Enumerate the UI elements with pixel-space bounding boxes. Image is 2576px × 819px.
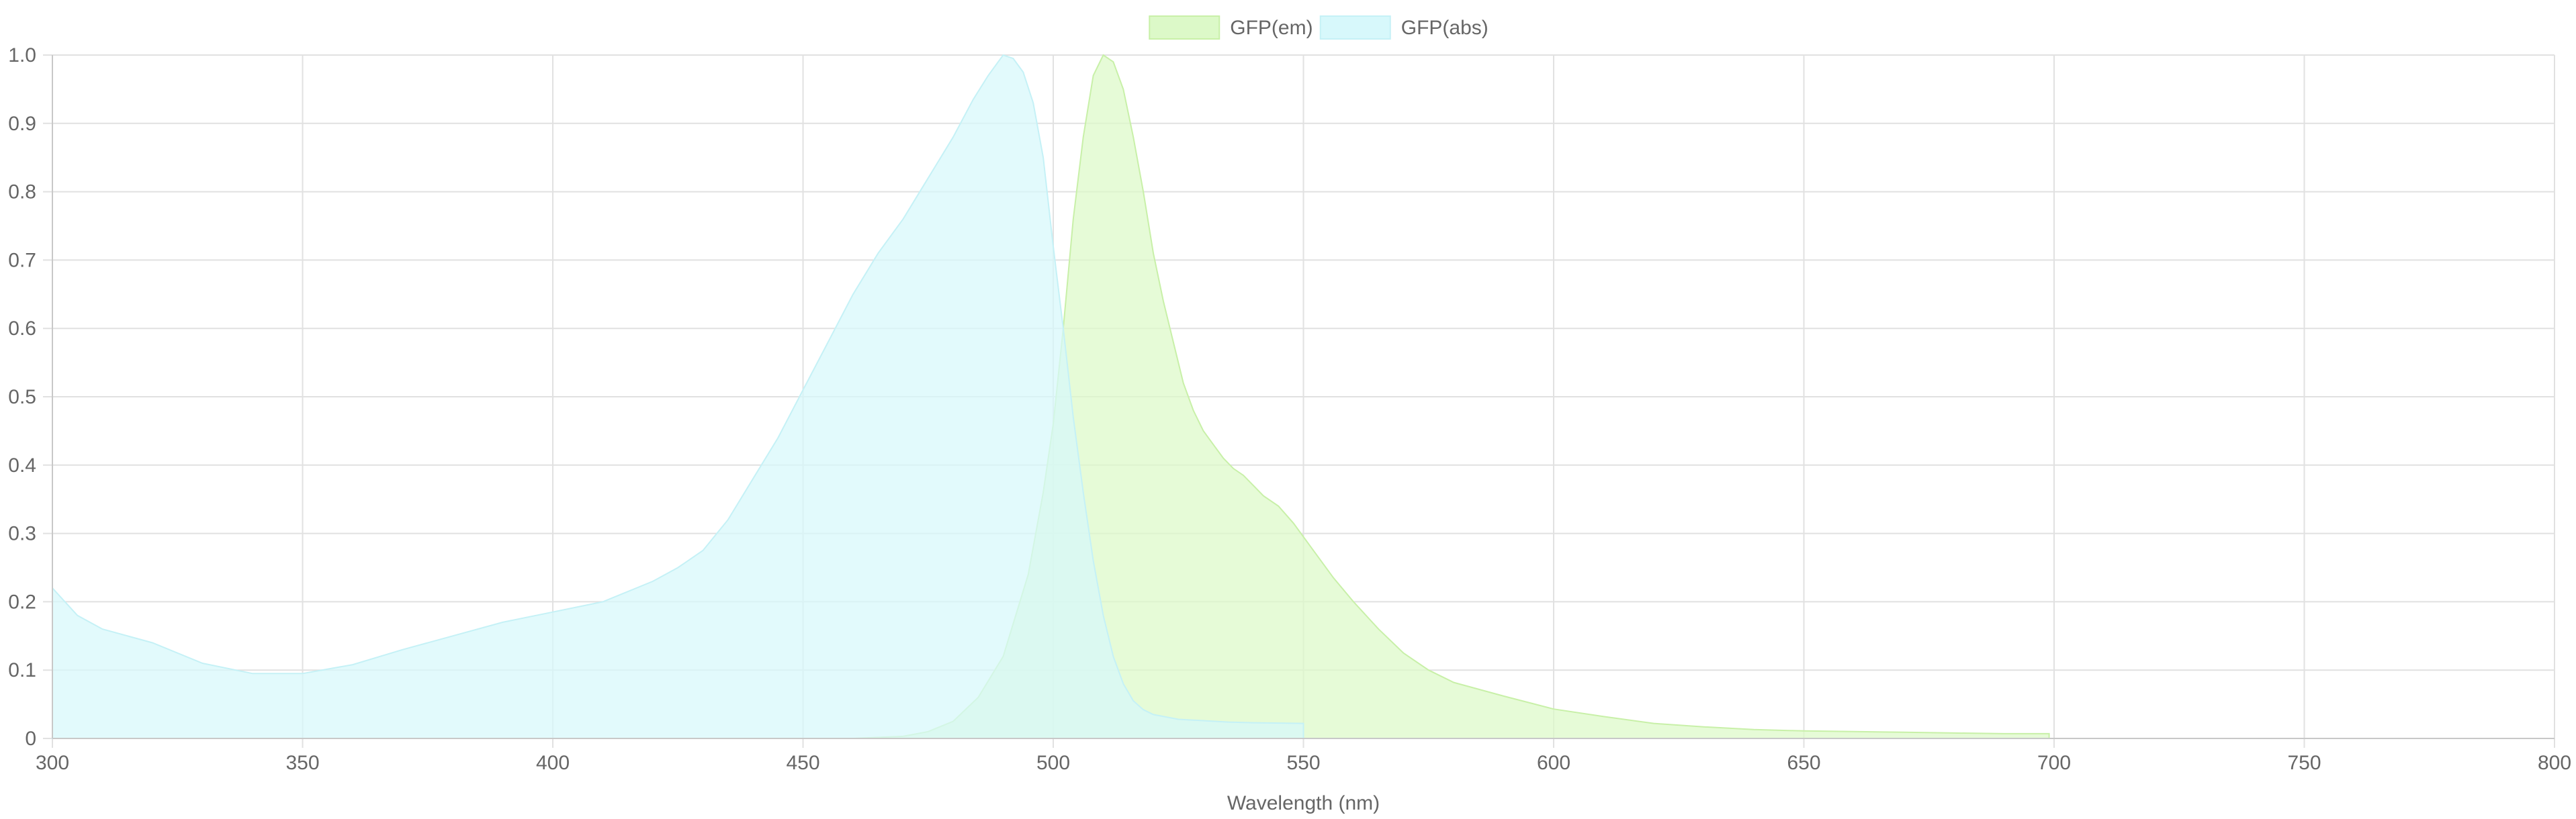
x-tick-label: 500 [1036,752,1070,774]
y-tick-label: 0.3 [8,523,36,545]
x-tick-label: 650 [1787,752,1820,774]
x-axis-title: Wavelength (nm) [1227,792,1380,814]
axes: 300 350 400 450 500 550 600 650 700 750 800 0 0.1 0.2… [8,44,2571,774]
y-tick-label: 0.5 [8,386,36,408]
x-tick-label: 550 [1286,752,1320,774]
x-tick-label: 300 [36,752,69,774]
series-area-1 [52,54,1304,739]
x-tick-label: 350 [285,752,319,774]
y-tick-label: 0 [25,728,36,750]
x-tick-label: 600 [1537,752,1570,774]
x-tick-label: 400 [536,752,570,774]
y-tick-label: 0.2 [8,591,36,613]
y-tick-label: 0.9 [8,113,36,135]
y-tick-label: 0.8 [8,181,36,203]
x-tick-label: 750 [2287,752,2321,774]
legend: GFP(em) GFP(abs) [1149,15,1489,40]
y-tick-label: 0.4 [8,454,36,477]
series-areas [52,54,2050,739]
legend-swatch-0[interactable] [1149,15,1220,40]
y-tick-label: 1.0 [8,44,36,66]
x-tick-label: 800 [2538,752,2571,774]
legend-swatch-1[interactable] [1319,15,1391,40]
y-tick-label: 0.7 [8,249,36,271]
legend-label-0[interactable]: GFP(em) [1230,17,1313,39]
y-tick-label: 0.1 [8,659,36,681]
x-tick-label: 700 [2037,752,2071,774]
y-tick-label: 0.6 [8,318,36,340]
legend-label-1[interactable]: GFP(abs) [1401,17,1489,39]
x-tick-label: 450 [786,752,819,774]
